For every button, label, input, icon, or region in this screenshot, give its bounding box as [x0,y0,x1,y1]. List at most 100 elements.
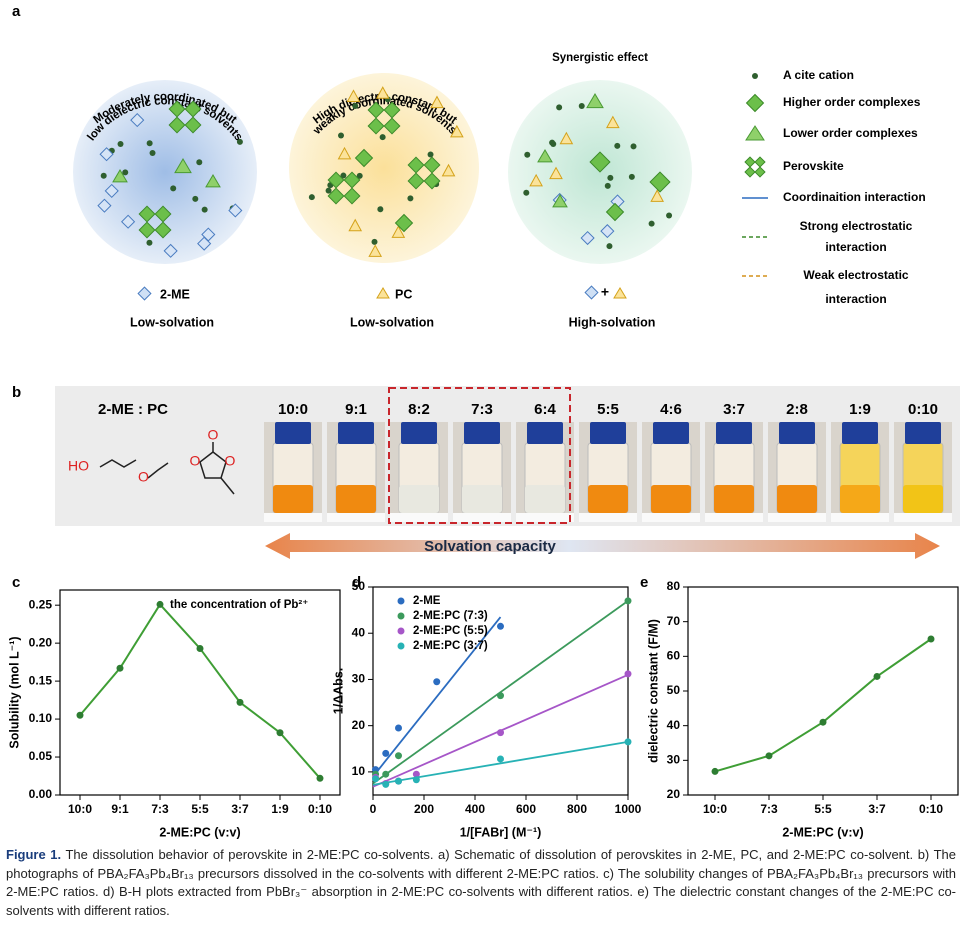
vial-liquid [399,485,439,513]
vial-cap [401,422,437,444]
bond [220,477,235,495]
atom-label: O [190,453,201,469]
data-point [873,672,881,680]
solvation-arrow [265,533,940,559]
vial-stand [327,513,385,522]
ratio-label: 8:2 [408,401,430,418]
complex-icon [367,101,385,119]
cation-icon [524,151,531,158]
vial-cap [842,422,878,444]
data-point [433,678,441,686]
solvent-icon [99,147,114,162]
atom-label: O [225,453,236,469]
solvent-icon [529,173,543,187]
x-tick-label: 3:7 [868,802,886,816]
legend-text: Lower order complexes [783,126,918,140]
solvent-icon [228,203,243,218]
x-tick-label: 7:3 [151,802,169,816]
legend-icon [744,156,756,168]
data-point [76,711,84,719]
chart: c 0.00 0.05 0.10 0.15 0.20 0.25 Solubility (mol… [7,574,341,839]
vial-cap [905,422,941,444]
legend-icon [745,125,765,141]
legend-icon [754,166,766,178]
complex-icon [343,187,361,205]
complex-icon [184,116,202,134]
complex-icon [605,202,625,222]
vial-cap [338,422,374,444]
complex-icon [168,100,186,118]
cation-icon [196,159,203,166]
plot-frame [372,586,629,796]
legend-icon [744,166,756,178]
complex-icon [354,148,374,168]
ratio-label: 10:0 [278,401,308,418]
y-tick-label: 10 [352,764,366,778]
y-tick-label: 70 [667,614,681,628]
cation-icon [338,132,345,139]
cation-icon [648,220,655,227]
data-point [116,664,124,672]
atom-label: O [138,469,149,485]
ratio-label: 4:6 [660,401,682,418]
cation-icon [352,102,359,109]
vial-stand [705,513,763,522]
solvent-icon [549,166,563,180]
complex-icon [649,171,671,193]
data-point [395,777,402,785]
cation-icon [549,139,556,146]
fit-line [372,740,629,786]
vial-cap [716,422,752,444]
legend-marker [397,627,405,635]
data-point [382,780,390,788]
solvent-icon [606,115,620,129]
data-point [927,635,935,643]
data-point [382,770,390,778]
data-point [624,597,632,605]
legend-marker [397,597,405,605]
ratio-title: 2-ME : PC [98,401,168,418]
y-tick-label: 80 [667,579,681,593]
vial-liquid [651,485,691,513]
vial-stand [516,513,574,522]
solvent-icon [559,131,574,145]
cation-icon [628,173,635,180]
vial-liquid [525,485,565,513]
solvation-label: Low-solvation [350,315,434,329]
2me-icon [137,286,152,301]
x-tick-label: 7:3 [760,802,778,816]
complex-icon [184,100,202,118]
cation-icon [607,174,614,181]
data-point [395,752,402,760]
data-point [382,749,390,757]
chart: d 10 20 30 40 50 1/ΔAbs. 1/[FABr] (M⁻¹) 0 200 400 6… [331,574,641,839]
data-line [714,638,932,773]
solvent-label: + [601,284,609,300]
solvent-icon [580,230,595,246]
cation-icon [201,206,208,213]
atom-label: O [208,427,219,443]
data-point [276,729,284,737]
cation-icon [340,172,347,179]
legend-text: 2-ME:PC (7:3) [413,610,488,622]
solvation-label: High-solvation [569,315,656,329]
cation-icon [556,104,563,111]
panel-label: b [12,384,21,401]
arrow-label: Solvation capacity [424,538,556,555]
legend-icon [754,156,766,168]
y-tick-label: 40 [667,718,681,732]
y-axis-label: dielectric constant (F/M) [646,619,660,763]
y-tick-label: 50 [352,579,366,593]
data-point [236,698,244,706]
y-tick-label: 0.00 [29,787,53,801]
cation-icon [523,189,530,196]
x-axis-label: 2-ME:PC (v:v) [782,825,863,839]
ring [199,451,227,479]
pc-icon [613,287,627,299]
vial-cap [527,422,563,444]
y-tick-label: 50 [667,683,681,697]
solvent-icon [600,224,615,239]
cation-icon [666,212,673,219]
complex-icon [327,171,345,189]
x-tick-label: 10:0 [703,802,727,816]
